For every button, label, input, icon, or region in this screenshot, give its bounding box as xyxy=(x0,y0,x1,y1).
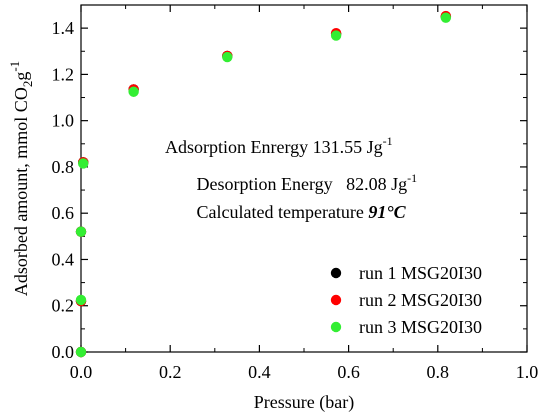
annotation-calculated-temperature: Calculated temperature 91°C xyxy=(165,202,428,222)
legend-label-run-2: run 2 MSG20I30 xyxy=(359,290,482,310)
annotation-temperature-value: 91°C xyxy=(368,202,406,222)
x-tick-label: 0.6 xyxy=(337,362,360,382)
y-tick-label: 0.6 xyxy=(52,203,75,223)
annotation-adsorption-sup: -1 xyxy=(383,134,393,148)
data-point-run-3 xyxy=(75,226,87,237)
y-axis-label-superscript: -1 xyxy=(7,61,22,72)
y-axis-label: Adsorbed amount, mmol CO2g-1 xyxy=(7,61,35,296)
data-point-run-3 xyxy=(440,12,452,23)
y-tick-label: 0.8 xyxy=(52,157,75,177)
data-point-run-3 xyxy=(75,346,87,358)
y-tick-label: 0.0 xyxy=(52,342,75,362)
svg-text:Adsorbed amount, mmol CO2g-1: Adsorbed amount, mmol CO2g-1 xyxy=(7,61,35,296)
data-points xyxy=(75,10,452,358)
annotation-temperature-text: Calculated temperature xyxy=(197,202,369,222)
annotation-adsorption-text: Adsorption Enrergy 131.55 Jg xyxy=(165,137,383,157)
x-axis-ticks: 0.0 0.2 0.4 0.6 0.8 1.0 xyxy=(70,5,539,382)
data-point-run-3 xyxy=(330,30,342,41)
y-axis-ticks: 0.0 0.2 0.4 0.6 0.8 1.0 1.2 1.4 xyxy=(52,4,527,362)
x-tick-label: 0.4 xyxy=(248,362,271,382)
annotation-desorption-sup: -1 xyxy=(407,171,417,185)
legend-label-run-3: run 3 MSG20I30 xyxy=(359,317,482,337)
annotation-block: Adsorption Enrergy 131.55 Jg-1 Desorptio… xyxy=(165,134,440,222)
legend: run 1 MSG20I30 run 2 MSG20I30 run 3 MSG20I… xyxy=(330,263,482,337)
x-tick-label: 0.2 xyxy=(159,362,182,382)
x-axis-label: Pressure (bar) xyxy=(254,392,354,413)
annotation-desorption-text: Desorption Energy 82.08 Jg xyxy=(197,174,408,194)
annotation-desorption-energy: Desorption Energy 82.08 Jg-1 xyxy=(165,166,440,194)
y-tick-label: 0.4 xyxy=(52,249,75,269)
legend-label-run-1: run 1 MSG20I30 xyxy=(359,263,482,283)
x-tick-label: 0.8 xyxy=(427,362,450,382)
y-tick-label: 1.2 xyxy=(52,64,75,84)
legend-marker-run-3 xyxy=(330,321,342,333)
annotation-adsorption-energy: Adsorption Enrergy 131.55 Jg-1 xyxy=(165,134,393,157)
x-tick-label: 1.0 xyxy=(516,362,539,382)
y-axis-label-subscript: 2 xyxy=(20,81,35,88)
y-tick-label: 1.4 xyxy=(52,18,75,38)
y-axis-label-main: Adsorbed amount, mmol CO xyxy=(11,87,31,296)
data-point-run-3 xyxy=(75,294,87,306)
legend-marker-run-1 xyxy=(330,267,342,279)
legend-marker-run-2 xyxy=(330,294,342,306)
data-point-run-3 xyxy=(128,86,139,97)
y-tick-label: 0.2 xyxy=(52,296,75,316)
x-tick-label: 0.0 xyxy=(70,362,93,382)
y-axis-label-unit: g xyxy=(11,72,31,81)
y-tick-label: 1.0 xyxy=(52,111,75,131)
data-point-run-3 xyxy=(78,158,89,169)
data-point-run-3 xyxy=(222,51,233,63)
